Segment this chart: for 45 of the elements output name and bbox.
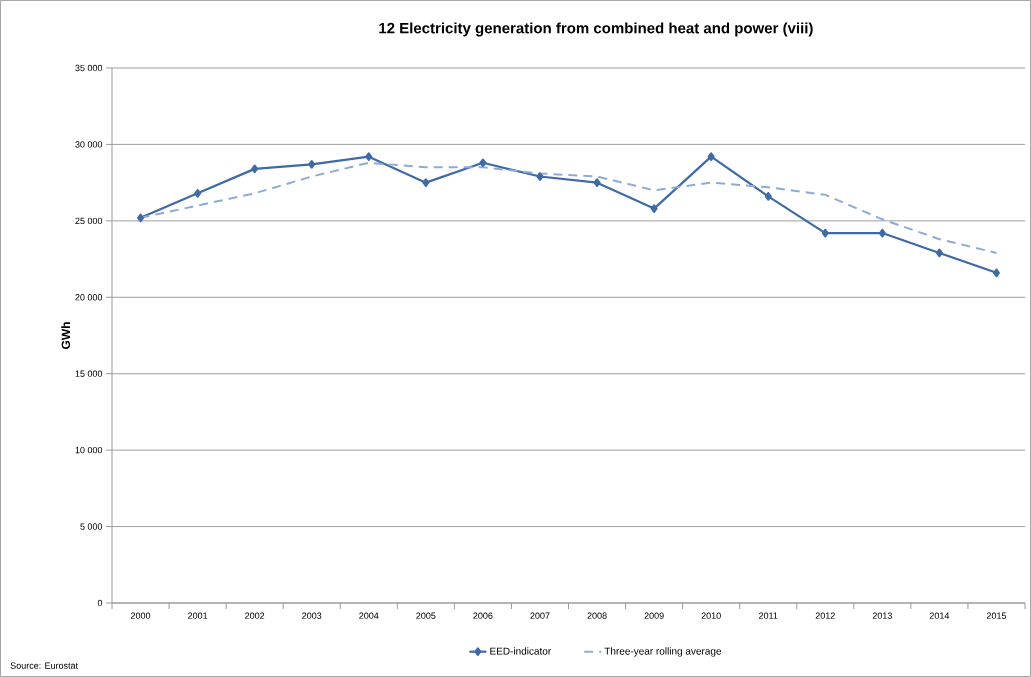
legend-label: Three-year rolling average xyxy=(604,647,722,657)
y-tick-label: 5 000 xyxy=(80,523,103,530)
point xyxy=(593,178,601,187)
point xyxy=(308,159,316,169)
x-tick-label: 2006 xyxy=(473,612,493,619)
x-tick-label: 2004 xyxy=(359,612,379,619)
x-tick-label: 2008 xyxy=(587,612,607,619)
point xyxy=(251,164,259,174)
x-tick-label: 2002 xyxy=(245,612,265,619)
x-tick-label: 2007 xyxy=(530,612,550,619)
y-tick-label: 25 000 xyxy=(75,217,103,225)
y-tick-label: 35 000 xyxy=(75,64,103,72)
point xyxy=(650,204,658,213)
point xyxy=(878,228,886,238)
x-tick-label: 2014 xyxy=(929,612,950,619)
point xyxy=(194,189,202,198)
point xyxy=(536,172,544,181)
x-tick-label: 2010 xyxy=(701,612,721,619)
point xyxy=(992,268,1000,278)
point xyxy=(365,152,373,161)
x-tick-label: 2009 xyxy=(644,612,664,619)
point xyxy=(821,228,829,238)
x-tick-label: 2000 xyxy=(130,612,151,619)
x-tick-label: 2013 xyxy=(872,612,892,619)
point xyxy=(422,178,430,187)
point xyxy=(707,152,715,161)
point xyxy=(137,213,145,223)
y-tick-label: 30 000 xyxy=(75,141,103,148)
x-tick-label: 2003 xyxy=(302,612,322,619)
point xyxy=(935,248,943,258)
y-tick-label: 15 000 xyxy=(75,370,103,377)
point xyxy=(479,158,487,168)
x-tick-label: 2011 xyxy=(759,612,778,619)
y-tick-label: 0 xyxy=(97,599,103,607)
legend-label: EED-indicator xyxy=(490,647,552,655)
x-tick-label: 2005 xyxy=(416,612,436,619)
x-tick-label: 2001 xyxy=(188,612,208,619)
x-tick-label: 2015 xyxy=(986,612,1007,619)
y-axis-title: GWh xyxy=(61,322,71,349)
x-tick-label: 2012 xyxy=(815,612,835,619)
y-tick-label: 20 000 xyxy=(75,294,103,301)
y-tick-label: 10 000 xyxy=(75,446,103,454)
source-note: Source: Eurostat xyxy=(10,662,78,669)
point xyxy=(764,192,772,201)
chart-title: 12 Electricity generation from combined heat and power (viii) xyxy=(379,22,813,37)
